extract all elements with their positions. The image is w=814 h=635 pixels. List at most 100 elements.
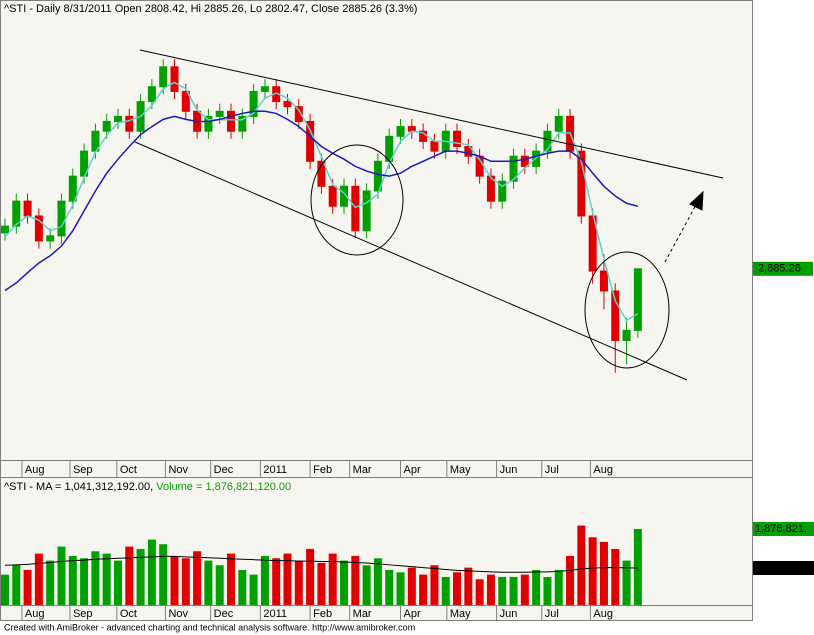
candle-body xyxy=(577,150,586,217)
x-tick-label: 2011 xyxy=(263,608,287,620)
volume-bar xyxy=(599,541,608,605)
circle-annotation xyxy=(310,144,404,256)
volume-bar xyxy=(249,574,258,605)
footer: Created with AmiBroker - advanced charti… xyxy=(4,622,415,632)
candle-body xyxy=(0,225,9,234)
volume-moving-average xyxy=(4,555,638,573)
volume-bar xyxy=(520,574,529,605)
volume-bar xyxy=(385,569,394,605)
volume-bar xyxy=(532,569,541,605)
x-tick-label: Nov xyxy=(168,608,188,620)
candle-body xyxy=(215,110,224,117)
volume-bar xyxy=(475,579,484,605)
volume-bar xyxy=(554,569,563,605)
volume-bar xyxy=(80,558,89,605)
x-tick-label: Feb xyxy=(313,464,332,476)
x-tick-label: Sep xyxy=(73,608,93,620)
volume-bar xyxy=(57,546,66,605)
trendline xyxy=(139,49,724,179)
candle-body xyxy=(102,120,111,132)
volume-bar xyxy=(317,562,326,605)
volume-bar xyxy=(566,555,575,605)
candle-body xyxy=(486,175,495,202)
candle-body xyxy=(464,145,473,157)
volume-marker-label: 1,041,312, xyxy=(755,562,807,574)
candle-body xyxy=(351,185,360,232)
candle-body xyxy=(362,190,371,232)
volume-bar xyxy=(498,576,507,605)
candle-body xyxy=(599,270,608,292)
candle-body xyxy=(68,175,77,202)
volume-bar xyxy=(215,565,224,605)
candle-body xyxy=(588,215,597,272)
x-tick-label: Apr xyxy=(404,608,421,620)
x-tick-label: Dec xyxy=(214,464,234,476)
candle-body xyxy=(520,155,529,167)
volume-bar xyxy=(509,576,518,605)
volume-bar xyxy=(633,528,642,605)
x-tick-label: Sep xyxy=(73,464,93,476)
candle-body xyxy=(430,140,439,152)
candle-body xyxy=(633,268,642,331)
candle-body xyxy=(170,66,179,92)
x-tick-label: May xyxy=(450,608,471,620)
volume-bar xyxy=(283,553,292,605)
candle-body xyxy=(554,115,563,132)
volume-bar xyxy=(328,553,337,605)
volume-bar xyxy=(46,560,55,605)
volume-bar xyxy=(113,560,122,605)
dashed-arrow xyxy=(664,202,698,263)
volume-bar xyxy=(204,560,213,605)
candle-body xyxy=(46,235,55,242)
candle-body xyxy=(340,185,349,207)
volume-x-axis-strip xyxy=(0,605,753,621)
volume-bar xyxy=(373,558,382,605)
candle-body xyxy=(238,115,247,132)
volume-bar xyxy=(294,560,303,605)
volume-marker-box xyxy=(753,521,814,536)
x-tick-label: Aug xyxy=(25,608,45,620)
candle-body xyxy=(328,185,337,207)
moving-average xyxy=(4,81,639,322)
volume-bar xyxy=(34,553,43,605)
arrow-head xyxy=(689,190,704,211)
volume-bar xyxy=(12,565,21,605)
volume-marker-box xyxy=(753,561,814,576)
candle-body xyxy=(227,110,236,132)
volume-bar xyxy=(351,555,360,605)
x-tick-label: Jul xyxy=(545,464,559,476)
x-tick-label: Oct xyxy=(120,464,137,476)
moving-average xyxy=(4,110,639,292)
candle-body xyxy=(34,215,43,242)
candle-body xyxy=(181,90,190,112)
candle-body xyxy=(317,160,326,187)
circle-annotation xyxy=(584,251,670,369)
volume-bar xyxy=(68,555,77,605)
volume-bar xyxy=(453,572,462,605)
volume-bar xyxy=(193,551,202,605)
x-tick-label: Dec xyxy=(214,608,234,620)
volume-bar xyxy=(147,539,156,605)
x-tick-label: 2011 xyxy=(263,464,287,476)
x-tick-label: Mar xyxy=(353,608,372,620)
x-tick-label: Jun xyxy=(500,608,518,620)
volume-bar xyxy=(260,555,269,605)
chart-title: ^STI - Daily 8/31/2011 Open 2808.42, Hi … xyxy=(4,3,417,15)
volume-bar xyxy=(340,560,349,605)
volume-bar xyxy=(238,569,247,605)
volume-ma-label: ^STI - MA = 1,041,312,192.00, xyxy=(4,481,153,493)
volume-label: Volume = 1,876,821,120.00 xyxy=(156,481,291,493)
candle-body xyxy=(622,329,631,342)
volume-bar xyxy=(227,553,236,605)
x-tick-label: Apr xyxy=(404,464,421,476)
x-tick-label: Aug xyxy=(593,608,613,620)
volume-bar xyxy=(181,558,190,605)
candle-body xyxy=(498,180,507,202)
volume-bar xyxy=(396,572,405,605)
x-tick-label: Nov xyxy=(168,464,188,476)
volume-bar xyxy=(577,525,586,605)
volume-bar xyxy=(543,576,552,605)
candle-body xyxy=(57,200,66,237)
x-tick-label: Mar xyxy=(353,464,372,476)
